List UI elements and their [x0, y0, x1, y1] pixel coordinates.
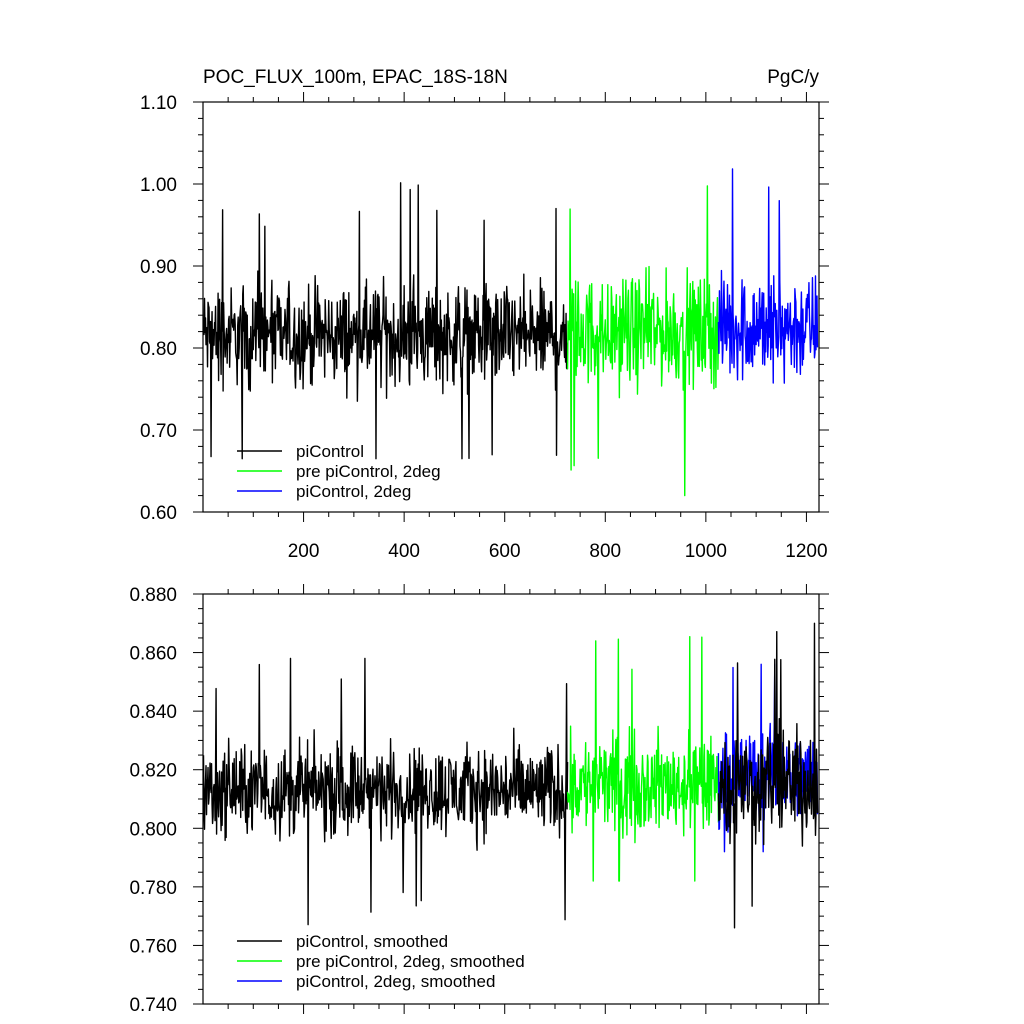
x-tick-label: 400	[388, 541, 420, 562]
y-tick-label: 1.10	[140, 93, 177, 114]
x-tick-label: 800	[589, 541, 621, 562]
bottom-axis-ticks: 0.740 0.760 0.780 0.800 0.820 0.840 0.860 0.880	[129, 584, 829, 1016]
y-tick-label: 0.90	[140, 257, 177, 278]
legend-label: piControl, smoothed	[296, 932, 448, 951]
x-tick-label: 1200	[785, 541, 827, 562]
y-tick-label: 0.780	[129, 878, 177, 899]
y-tick-label: 0.820	[129, 761, 177, 782]
legend-label: pre piControl, 2deg	[296, 462, 441, 481]
top-series-group	[202, 168, 819, 497]
top-plot-frame	[202, 101, 820, 513]
bottom-plot-frame	[202, 593, 820, 1005]
x-tick-label: 200	[288, 541, 320, 562]
y-tick-label: 0.80	[140, 339, 177, 360]
series-line-bottom-1	[566, 636, 720, 882]
x-tick-label: 600	[489, 541, 521, 562]
top-axis-ticks: 200 400 600 800 1000 1200 0.60 0.70 0.80 0.90 1.00…	[140, 92, 829, 562]
legend-label: piControl	[296, 442, 364, 461]
series-line-top-1	[566, 185, 720, 497]
series-line-bottom-3	[717, 622, 819, 929]
y-tick-label: 0.840	[129, 702, 177, 723]
y-tick-label: 0.60	[140, 503, 177, 524]
x-tick-label: 1000	[685, 541, 727, 562]
y-tick-label: 0.800	[129, 819, 177, 840]
y-tick-label: 0.70	[140, 421, 177, 442]
y-tick-label: 0.740	[129, 995, 177, 1016]
series-line-bottom-0	[202, 657, 569, 926]
y-tick-label: 1.00	[140, 175, 177, 196]
legend-label: pre piControl, 2deg, smoothed	[296, 952, 525, 971]
series-line-top-0	[202, 182, 569, 460]
y-tick-label: 0.760	[129, 936, 177, 957]
chart-title: POC_FLUX_100m, EPAC_18S-18N	[203, 67, 508, 88]
y-tick-label: 0.880	[129, 585, 177, 606]
y-tick-label: 0.860	[129, 644, 177, 665]
legend-label: piControl, 2deg, smoothed	[296, 972, 495, 991]
series-line-top-2	[717, 168, 819, 384]
chart-units: PgC/y	[767, 67, 819, 88]
bottom-series-group	[202, 622, 819, 929]
legend-label: piControl, 2deg	[296, 482, 411, 501]
